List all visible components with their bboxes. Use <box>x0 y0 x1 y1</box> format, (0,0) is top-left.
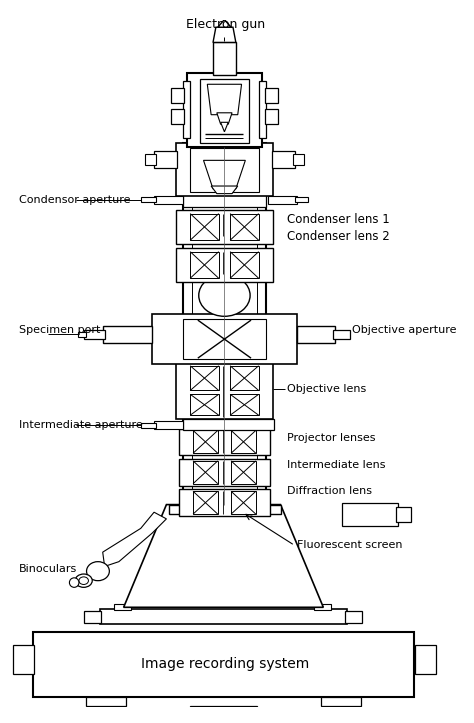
Bar <box>259 82 266 139</box>
Bar <box>171 88 183 103</box>
Text: Condenser lens 2: Condenser lens 2 <box>287 230 390 243</box>
Polygon shape <box>213 27 236 43</box>
Ellipse shape <box>75 574 92 587</box>
Bar <box>145 154 156 165</box>
Polygon shape <box>203 161 246 189</box>
Polygon shape <box>217 113 232 124</box>
Text: Image recording system: Image recording system <box>141 657 310 672</box>
Bar <box>396 507 411 522</box>
Bar <box>190 394 219 415</box>
Bar <box>100 609 347 625</box>
Bar <box>190 148 259 192</box>
Bar <box>213 43 236 74</box>
Bar <box>187 73 262 147</box>
Polygon shape <box>218 20 231 27</box>
Polygon shape <box>211 186 238 194</box>
Bar <box>230 213 259 240</box>
Bar <box>272 151 295 168</box>
Bar <box>86 697 126 706</box>
Bar <box>141 197 156 202</box>
Bar <box>182 143 266 507</box>
Bar <box>179 459 270 486</box>
Bar <box>333 330 350 339</box>
Bar <box>103 326 152 343</box>
Text: Intermediate aperture: Intermediate aperture <box>19 420 143 429</box>
Bar <box>182 319 266 359</box>
Text: Condensor aperture: Condensor aperture <box>19 195 130 205</box>
Ellipse shape <box>87 562 109 581</box>
Ellipse shape <box>79 577 89 584</box>
Bar <box>190 252 219 278</box>
Bar <box>192 147 257 502</box>
Text: Objective aperture: Objective aperture <box>352 325 456 335</box>
Bar <box>231 430 256 453</box>
Bar <box>84 611 101 623</box>
Bar <box>33 632 414 697</box>
Ellipse shape <box>69 578 79 587</box>
Bar <box>342 502 398 526</box>
Bar <box>345 611 362 623</box>
Bar <box>84 330 105 339</box>
Bar <box>169 505 282 514</box>
Text: Fluorescent screen: Fluorescent screen <box>297 541 402 550</box>
Bar <box>268 195 297 204</box>
Bar <box>295 197 308 202</box>
Bar <box>265 88 278 103</box>
Bar <box>190 366 219 390</box>
Bar <box>190 213 219 240</box>
Bar <box>182 82 190 139</box>
Bar <box>176 362 273 419</box>
Text: Diffraction lens: Diffraction lens <box>287 487 372 496</box>
Bar <box>176 248 273 282</box>
Bar <box>230 394 259 415</box>
Bar <box>154 151 177 168</box>
Bar <box>200 79 249 143</box>
Bar <box>179 489 270 516</box>
Bar <box>231 461 256 484</box>
Bar <box>193 492 218 514</box>
Text: Binoculars: Binoculars <box>19 564 77 574</box>
Bar <box>154 195 182 204</box>
Text: Objective lens: Objective lens <box>287 384 366 393</box>
Bar <box>193 430 218 453</box>
Bar <box>182 419 274 430</box>
Bar <box>230 366 259 390</box>
Text: Condenser lens 1: Condenser lens 1 <box>287 213 390 226</box>
Bar <box>230 252 259 278</box>
Bar <box>321 697 361 706</box>
Bar <box>176 143 273 195</box>
Polygon shape <box>220 122 228 132</box>
Bar <box>114 604 131 610</box>
Ellipse shape <box>199 275 250 316</box>
Bar <box>141 423 156 427</box>
Bar <box>297 326 335 343</box>
Bar <box>314 604 331 610</box>
Bar <box>154 421 182 429</box>
Bar <box>152 315 297 364</box>
Text: Projector lenses: Projector lenses <box>287 433 376 443</box>
Bar <box>13 646 34 674</box>
Bar <box>193 461 218 484</box>
Bar <box>78 332 86 337</box>
Bar <box>176 210 273 244</box>
Bar <box>415 646 436 674</box>
Bar <box>231 492 256 514</box>
Text: Electron gun: Electron gun <box>186 18 265 31</box>
Bar <box>190 706 257 712</box>
Bar <box>293 154 304 165</box>
Bar <box>182 194 266 207</box>
Bar <box>265 109 278 124</box>
Polygon shape <box>124 505 323 607</box>
Bar <box>171 109 183 124</box>
Bar <box>179 429 270 455</box>
Polygon shape <box>207 85 242 115</box>
Polygon shape <box>103 512 166 566</box>
Text: Intermediate lens: Intermediate lens <box>287 460 386 470</box>
Text: Specimen port: Specimen port <box>19 325 100 335</box>
